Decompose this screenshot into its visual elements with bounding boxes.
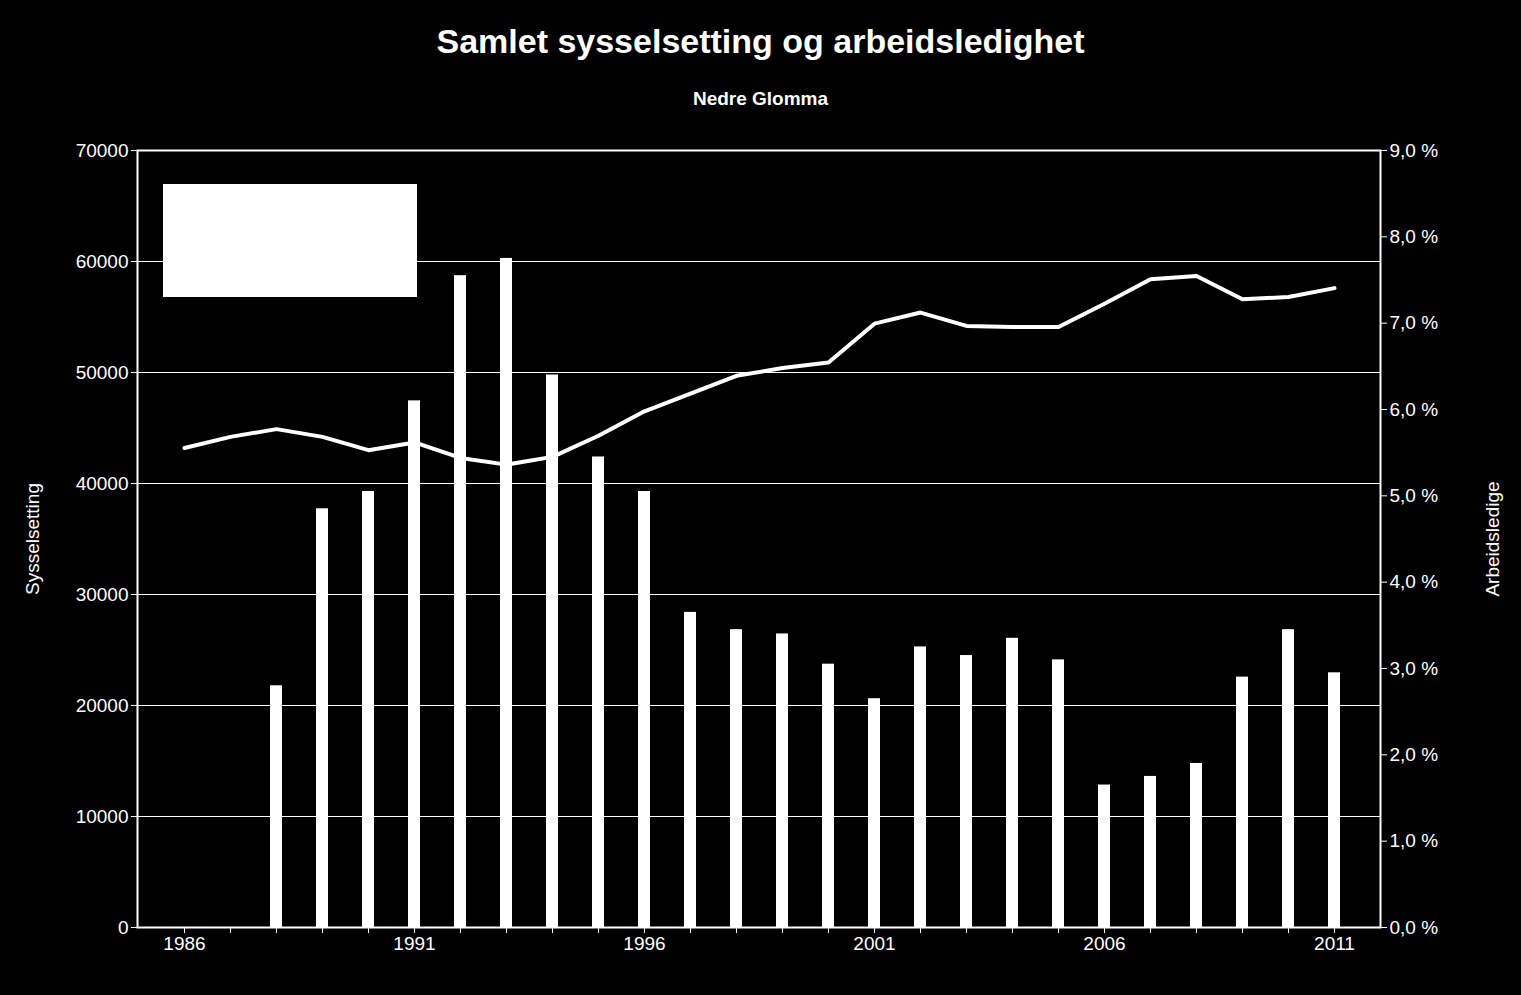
svg-text:9,0 %: 9,0 % [1390,140,1439,161]
svg-text:50000: 50000 [76,362,129,383]
svg-text:4,0 %: 4,0 % [1390,571,1439,592]
svg-text:20000: 20000 [76,695,129,716]
svg-text:70000: 70000 [76,140,129,161]
svg-text:2001: 2001 [853,933,895,954]
svg-text:1991: 1991 [393,933,435,954]
svg-text:8,0 %: 8,0 % [1390,226,1439,247]
svg-text:7,0 %: 7,0 % [1390,312,1439,333]
html-text:Nedre Glomma: Nedre Glomma [692,88,829,109]
svg-text:1996: 1996 [623,933,665,954]
svg-text:Sysselsetting: Sysselsetting [22,483,43,595]
svg-text:3,0 %: 3,0 % [1390,658,1439,679]
svg-text:0: 0 [118,917,129,938]
svg-text:30000: 30000 [76,584,129,605]
svg-text:Arbeidsledige: Arbeidsledige [1482,481,1503,596]
html-text:Samlet sysselsetting og arbeid: Samlet sysselsetting og arbeidsledighet [436,22,1085,60]
svg-text:40000: 40000 [76,473,129,494]
svg-text:10000: 10000 [76,806,129,827]
svg-text:6,0 %: 6,0 % [1390,399,1439,420]
svg-text:2006: 2006 [1083,933,1125,954]
svg-text:5,0 %: 5,0 % [1390,485,1439,506]
svg-text:1986: 1986 [163,933,205,954]
svg-text:2011: 2011 [1314,933,1355,954]
svg-text:60000: 60000 [76,251,129,272]
svg-text:0,0 %: 0,0 % [1390,917,1439,938]
svg-text:1,0 %: 1,0 % [1390,830,1439,851]
svg-text:2,0 %: 2,0 % [1390,744,1439,765]
